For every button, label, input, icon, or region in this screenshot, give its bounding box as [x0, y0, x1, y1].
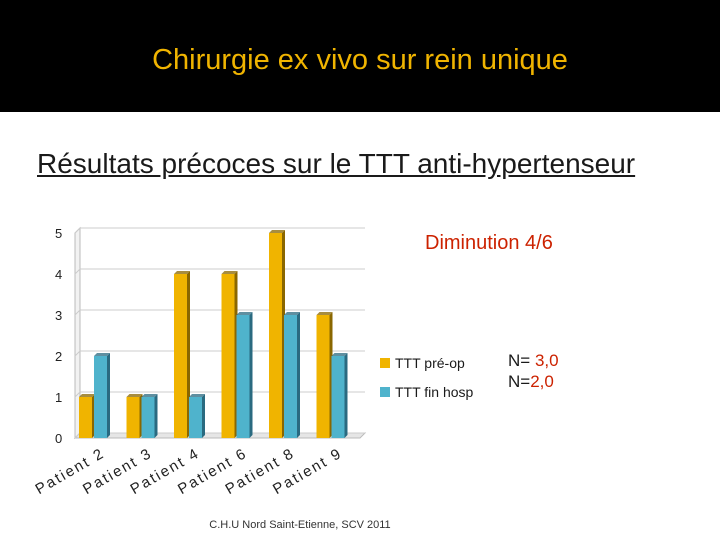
bar-side-1-5	[344, 353, 348, 438]
y-tick-label-3: 3	[55, 308, 62, 323]
bar-0-1	[126, 397, 140, 438]
y-tick-label-4: 4	[55, 267, 62, 282]
bar-0-4	[269, 233, 282, 438]
bar-top-1-0	[94, 353, 110, 356]
bar-1-1	[141, 397, 155, 438]
bar-top-1-5	[331, 353, 348, 356]
bar-0-0	[79, 397, 92, 438]
slide-title: Chirurgie ex vivo sur rein unique	[152, 44, 568, 76]
bar-0-5	[316, 315, 330, 438]
bar-side-1-2	[202, 394, 205, 438]
bar-top-1-3	[236, 312, 253, 315]
bar-top-1-2	[189, 394, 205, 397]
legend-swatch-preop	[380, 357, 390, 368]
legend-swatch-finhosp	[380, 386, 390, 397]
bar-top-0-1	[126, 394, 143, 397]
bar-1-5	[331, 356, 345, 438]
n-stats: N= 3,0 N=2,0	[508, 350, 559, 392]
y-gridline-5	[74, 227, 365, 234]
bar-1-0	[94, 356, 107, 438]
stat-preop: N= 3,0	[508, 351, 559, 370]
y-tick-label-0: 0	[55, 431, 62, 446]
y-tick-label-5: 5	[55, 226, 62, 241]
bar-side-0-2	[187, 271, 190, 438]
legend-label-preop: TTT pré-op	[395, 354, 465, 371]
stat-finhosp: N=2,0	[508, 372, 554, 391]
bar-side-1-1	[154, 394, 158, 438]
slide-subtitle: Résultats précoces sur le TTT anti-hyper…	[37, 148, 636, 179]
bar-top-0-0	[79, 394, 95, 397]
bar-0-2	[174, 274, 187, 438]
title-bar	[0, 0, 720, 112]
legend-label-finhosp: TTT fin hosp	[395, 383, 474, 400]
bar-1-3	[236, 315, 250, 438]
bar-1-2	[189, 397, 202, 438]
bar-top-1-4	[284, 312, 300, 315]
bar-side-1-0	[107, 353, 110, 438]
bar-top-0-5	[316, 312, 333, 315]
bar-0-3	[221, 274, 235, 438]
y-tick-label-1: 1	[55, 390, 62, 405]
bar-top-0-3	[221, 271, 238, 274]
bar-top-0-2	[174, 271, 190, 274]
legend-item-preop: TTT pré-op	[380, 348, 473, 377]
bar-side-1-3	[249, 312, 253, 438]
chart-legend: TTT pré-op TTT fin hosp	[380, 348, 473, 406]
bar-top-1-1	[141, 394, 158, 397]
annotation-diminution: Diminution 4/6	[425, 232, 553, 254]
bar-1-4	[284, 315, 297, 438]
y-gridline-4	[74, 268, 365, 275]
y-tick-label-2: 2	[55, 349, 62, 364]
bar-top-0-4	[269, 230, 285, 233]
footer-credit: C.H.U Nord Saint-Etienne, SCV 2011	[209, 519, 391, 531]
bar-side-1-4	[297, 312, 300, 438]
legend-item-finhosp: TTT fin hosp	[380, 377, 473, 406]
